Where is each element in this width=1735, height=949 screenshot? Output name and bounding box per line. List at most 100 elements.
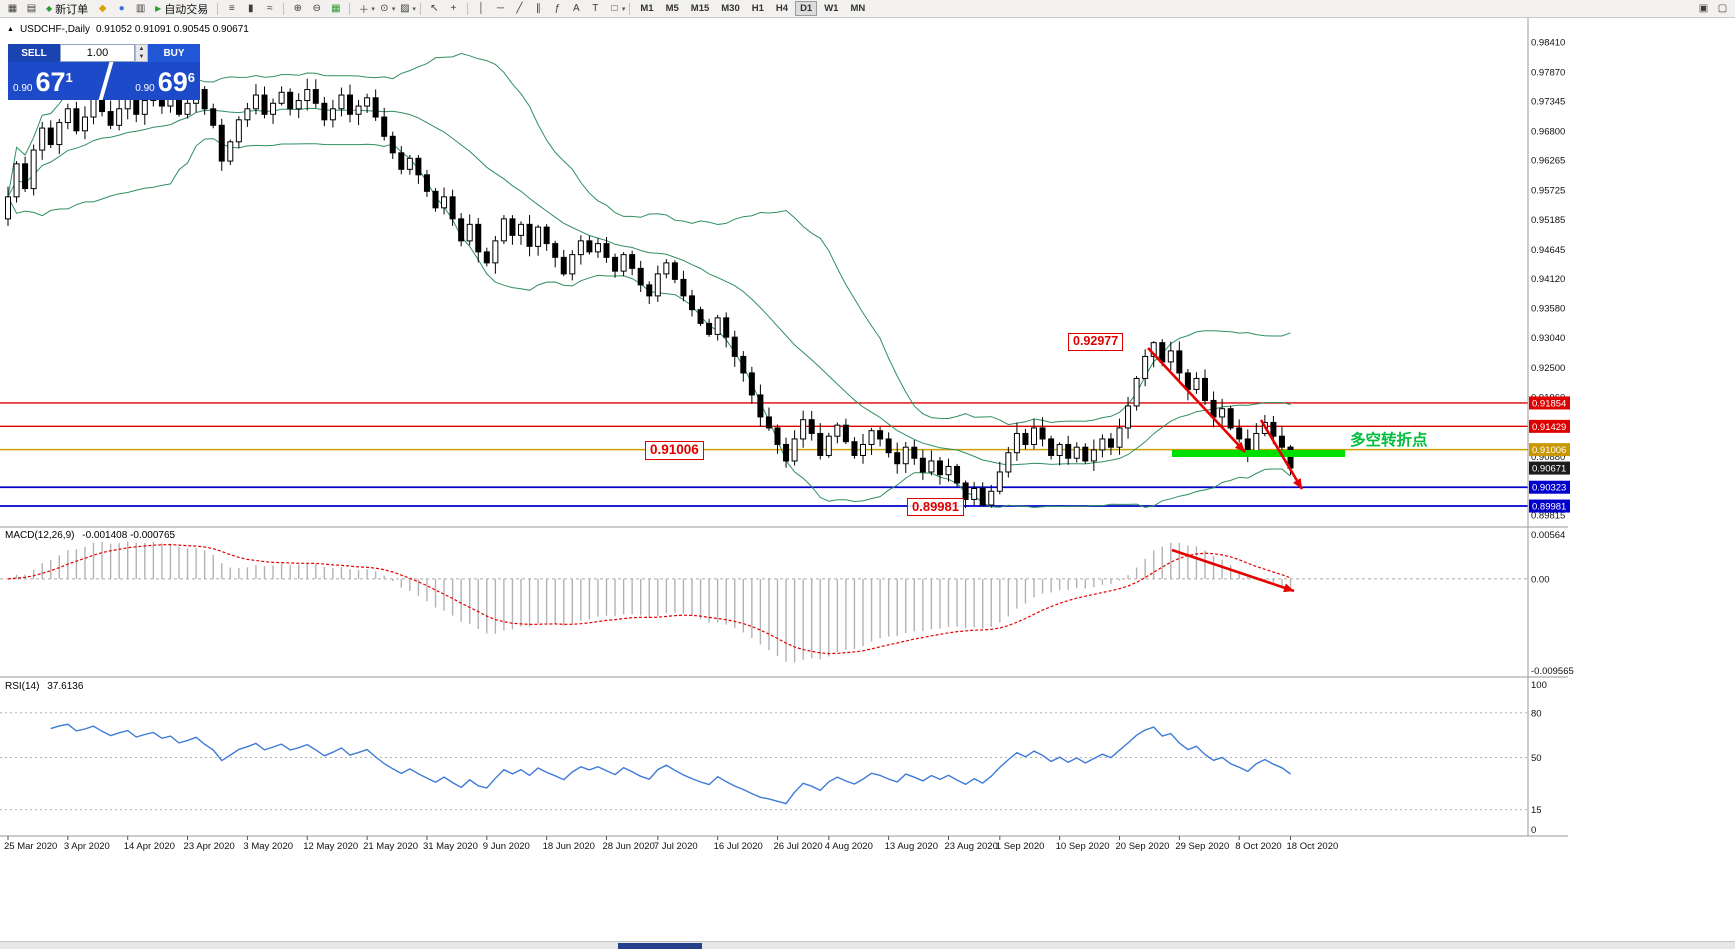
candle-body [1099,438,1106,451]
one-click-trading-panel: SELL 1.00 ▲ ▼ BUY 0.90 67 1 0.90 69 6 [8,44,200,100]
price-axis-label: 0.94120 [1531,274,1565,285]
candle-body [577,240,584,256]
navigator-icon[interactable]: ● [118,3,125,14]
trendline-icon[interactable]: ╱ [516,3,523,14]
annotation-low-price[interactable]: 0.89981 [907,498,964,517]
sell-button[interactable]: SELL [8,44,60,62]
new-order-button[interactable]: ◆ 新订单 [41,2,93,16]
channel-icon[interactable]: ∥ [535,3,541,14]
profiles-icon[interactable]: ▤ [26,3,37,14]
text-icon[interactable]: A [573,3,580,14]
macd-name: MACD(12,26,9) [5,530,75,541]
candle-body [603,243,610,258]
annotation-support-price[interactable]: 0.91006 [645,441,704,460]
candle-body [312,89,319,104]
candle-body [1193,377,1200,390]
candle-body [860,443,866,456]
window-cascade-icon[interactable]: ▣ [1698,3,1709,14]
candle-body [885,438,892,454]
periods-icon[interactable]: ⊙ [380,3,389,14]
macd-panel[interactable] [0,527,1528,677]
breakdown-arrow-head [1293,478,1302,489]
candle-body [56,122,63,146]
market-watch-icon[interactable]: ◆ [98,3,107,14]
timeframe-m5[interactable]: M5 [665,3,679,14]
new-chart-icon[interactable]: ▦ [7,3,18,14]
zoom-out-icon[interactable]: ⊖ [312,3,321,14]
annotation-turning-point-text[interactable]: 多空转折点 [1350,432,1428,449]
candle-body [304,89,311,102]
sell-price-prefix: 0.90 [13,83,33,94]
bar-chart-icon[interactable]: ≡ [228,3,235,14]
cursor-icon[interactable]: ↖ [430,3,439,14]
price-tag-0.90671: 0.90671 [1529,461,1570,475]
candle-body [347,94,353,115]
candle-body [13,163,20,198]
candle-body [261,94,268,115]
horizontal-scrollbar[interactable] [0,941,1735,949]
autotrading-button[interactable]: ▶ 自动交易 [150,2,213,16]
candlestick-chart-icon[interactable]: ▮ [248,3,254,14]
candle-body [1253,432,1260,454]
candle-body [774,427,781,445]
horizontal-line-icon[interactable]: ─ [496,3,504,14]
bollinger-middle[interactable] [7,107,1291,466]
candle-body [535,226,542,247]
line-chart-icon[interactable]: ≈ [267,3,273,14]
time-axis-label: 18 Jun 2020 [543,841,595,852]
timeframe-h1[interactable]: H1 [751,3,764,14]
buy-price-panel[interactable]: 0.90 69 6 [104,62,200,100]
shapes-icon[interactable]: □ [611,3,618,14]
time-axis[interactable]: 25 Mar 2020 3 Apr 2020 14 Apr 2020 23 Apr 2… [4,836,1338,852]
candle-body [321,102,328,121]
candle-body [689,295,695,311]
macd-axis[interactable]: 0.00564 0.00 -0.009565 [1531,530,1574,677]
candle-body [500,218,507,242]
sell-price-panel[interactable]: 0.90 67 1 [8,62,104,100]
rsi-axis[interactable]: 100 80 50 15 0 [1531,680,1547,836]
crosshair-icon[interactable]: + [450,3,457,14]
terminal-icon[interactable]: ▥ [135,3,146,14]
rsi-panel[interactable] [0,677,1528,836]
time-axis-label: 16 Jul 2020 [714,841,763,852]
timeframe-m1[interactable]: M1 [640,3,654,14]
timeframe-d1[interactable]: D1 [795,1,818,16]
annotation-peak-price[interactable]: 0.92977 [1068,333,1124,351]
candle-body [936,460,943,476]
indicators-icon[interactable]: ＋ [358,5,369,16]
zoom-in-icon[interactable]: ⊕ [293,3,302,14]
fibonacci-icon[interactable]: ƒ [554,3,561,14]
candle-body [902,446,909,465]
support-zone-bar[interactable] [1172,450,1345,457]
vertical-line-icon[interactable]: │ [478,3,485,14]
toolbar-separator [217,2,219,15]
candle-body [1107,438,1114,448]
candle-body [1116,427,1123,448]
volume-increase-icon[interactable]: ▲ [138,46,145,52]
macd-divergence-arrow[interactable] [1171,548,1295,593]
candle-body [1270,421,1277,437]
templates-icon[interactable]: ▨ [400,3,410,14]
tile-windows-icon[interactable]: ▦ [331,3,341,14]
buy-button[interactable]: BUY [148,44,200,62]
window-tile-icon[interactable]: ▢ [1717,3,1728,14]
time-axis-label: 25 Mar 2020 [4,841,57,852]
candle-body [252,94,259,110]
breakdown-arrow[interactable] [1259,419,1304,490]
sell-price-big: 67 [35,67,66,97]
timeframe-m15[interactable]: M15 [690,3,710,14]
volume-decrease-icon[interactable]: ▼ [138,54,145,60]
macd-indicator-label: MACD(12,26,9) -0.001408 -0.000765 [5,530,175,541]
scrollbar-thumb[interactable] [618,943,702,949]
bollinger-upper[interactable] [7,52,1291,426]
label-icon[interactable]: T [592,3,599,14]
trend-arrow-down[interactable] [1147,347,1246,453]
timeframe-h4[interactable]: H4 [775,3,789,14]
timeframe-m30[interactable]: M30 [721,3,740,14]
timeframe-w1[interactable]: W1 [824,3,839,14]
time-axis-label: 21 May 2020 [363,841,418,852]
volume-input[interactable]: 1.00 [60,44,135,62]
timeframe-mn[interactable]: MN [850,3,866,14]
candle-body [1219,408,1226,418]
